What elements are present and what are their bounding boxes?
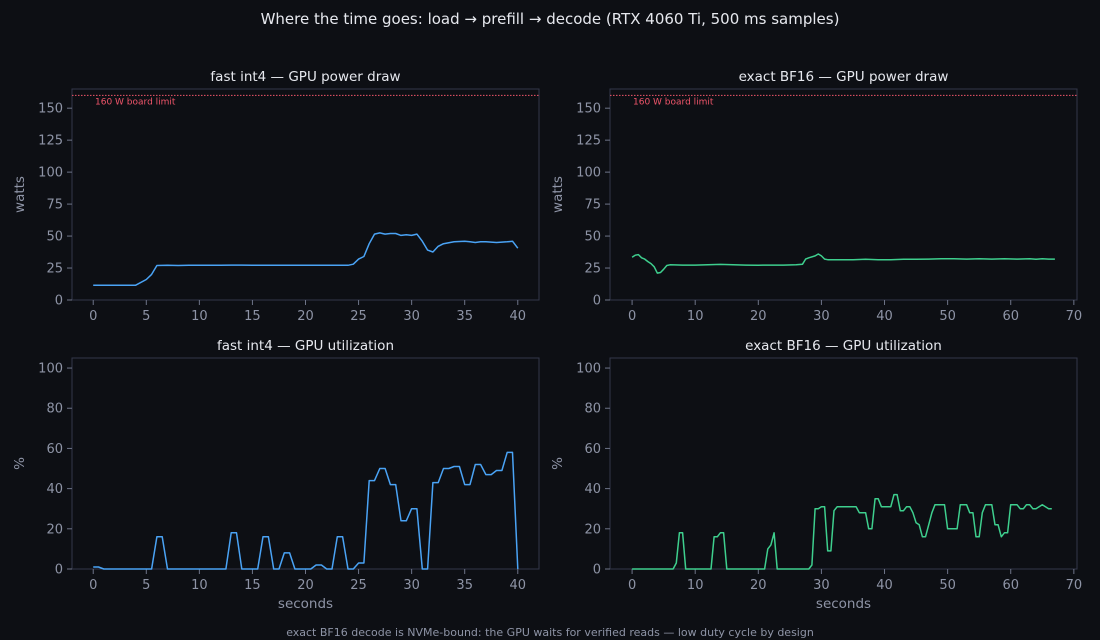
- int4-power-x-tick-label: 20: [297, 309, 314, 324]
- bf16-power-y-tick-label: 125: [576, 134, 601, 149]
- bf16-power-board-limit-label: 160 W board limit: [633, 97, 714, 107]
- bf16-util-x-tick-label: 0: [628, 578, 636, 593]
- bf16-util-x-tick-label: 60: [1002, 578, 1019, 593]
- int4-util-y-tick-label: 20: [46, 522, 63, 537]
- int4-util-x-tick-label: 5: [142, 578, 150, 593]
- int4-power-y-tick-label: 150: [38, 102, 63, 117]
- bf16-power-x-tick-label: 40: [876, 309, 893, 324]
- int4-util-title: fast int4 — GPU utilization: [217, 338, 394, 354]
- figure-footnote: exact BF16 decode is NVMe-bound: the GPU…: [286, 626, 814, 639]
- bf16-power-x-tick-label: 20: [750, 309, 767, 324]
- int4-power-y-tick-label: 75: [46, 198, 63, 213]
- bf16-power-y-tick-label: 0: [593, 294, 601, 309]
- bf16-power-title: exact BF16 — GPU power draw: [739, 69, 949, 85]
- bf16-power-y-tick-label: 100: [576, 166, 601, 181]
- int4-power-plot-frame: [71, 88, 540, 301]
- int4-power-y-tick-label: 50: [46, 230, 63, 245]
- bf16-util-y-tick-label: 60: [584, 442, 601, 457]
- bf16-util-x-axis-label: seconds: [816, 596, 871, 612]
- bf16-power-y-tick-label: 75: [584, 198, 601, 213]
- int4-util-y-tick-label: 0: [55, 563, 63, 578]
- int4-util-x-axis-label: seconds: [278, 596, 333, 612]
- int4-util-x-tick-label: 0: [89, 578, 97, 593]
- int4-power-y-tick-label: 25: [46, 262, 63, 277]
- int4-power-x-tick-label: 35: [456, 309, 473, 324]
- bf16-power-x-tick-label: 70: [1066, 309, 1083, 324]
- bf16-util-panel: exact BF16 — GPU utilization 0 10 20 30 40 50 6…: [550, 338, 1082, 612]
- int4-util-y-tick-label: 100: [38, 362, 63, 377]
- bf16-power-y-tick-label: 25: [584, 262, 601, 277]
- int4-util-y-axis-label: %: [12, 457, 28, 470]
- panels: fast int4 — GPU power draw 0 5 10 15 20 25 30 35…: [12, 69, 1082, 612]
- bf16-power-panel: exact BF16 — GPU power draw 0 10 20 30 40 50 60…: [550, 69, 1082, 324]
- int4-power-x-tick-label: 10: [191, 309, 208, 324]
- bf16-util-series-line: [632, 493, 1052, 570]
- int4-util-x-tick-label: 15: [244, 578, 261, 593]
- bf16-util-x-tick-label: 40: [876, 578, 893, 593]
- int4-power-y-tick-label: 0: [55, 294, 63, 309]
- int4-power-y-axis-label: watts: [12, 176, 28, 213]
- int4-util-plot-frame: [71, 357, 540, 570]
- figure-title: Where the time goes: load → prefill → de…: [261, 10, 840, 28]
- int4-power-x-tick-label: 40: [509, 309, 526, 324]
- int4-util-x-tick-label: 40: [509, 578, 526, 593]
- int4-power-x-tick-label: 5: [142, 309, 150, 324]
- bf16-power-y-tick-label: 50: [584, 230, 601, 245]
- int4-power-title: fast int4 — GPU power draw: [210, 69, 400, 85]
- int4-power-y-tick-label: 125: [38, 134, 63, 149]
- bf16-util-y-tick-label: 20: [584, 522, 601, 537]
- int4-util-y-tick-label: 60: [46, 442, 63, 457]
- bf16-power-series-line: [631, 253, 1055, 274]
- bf16-util-x-tick-label: 70: [1066, 578, 1083, 593]
- int4-power-panel: fast int4 — GPU power draw 0 5 10 15 20 25 30 35…: [12, 69, 540, 324]
- int4-util-series-line: [93, 451, 519, 570]
- bf16-util-x-tick-label: 20: [750, 578, 767, 593]
- int4-util-y-tick-label: 40: [46, 482, 63, 497]
- bf16-util-y-tick-label: 80: [584, 402, 601, 417]
- bf16-util-x-tick-label: 30: [813, 578, 830, 593]
- bf16-util-y-tick-label: 100: [576, 362, 601, 377]
- bf16-power-x-tick-label: 10: [687, 309, 704, 324]
- int4-util-x-tick-label: 20: [297, 578, 314, 593]
- bf16-util-x-tick-label: 10: [687, 578, 704, 593]
- bf16-power-plot-frame: [609, 88, 1078, 301]
- int4-util-x-tick-label: 10: [191, 578, 208, 593]
- bf16-util-y-axis-label: %: [550, 457, 566, 470]
- bf16-power-y-tick-label: 150: [576, 102, 601, 117]
- bf16-power-y-axis-label: watts: [550, 176, 566, 213]
- bf16-util-y-tick-label: 0: [593, 563, 601, 578]
- int4-power-series-line: [93, 232, 519, 287]
- bf16-util-plot-frame: [609, 357, 1078, 570]
- int4-util-x-tick-label: 30: [403, 578, 420, 593]
- int4-util-panel: fast int4 — GPU utilization 0 5 10 15 20 25 30 3…: [12, 338, 540, 612]
- bf16-util-title: exact BF16 — GPU utilization: [745, 338, 942, 354]
- int4-power-x-tick-label: 15: [244, 309, 261, 324]
- int4-power-x-tick-label: 0: [89, 309, 97, 324]
- bf16-power-x-tick-label: 0: [628, 309, 636, 324]
- bf16-power-x-tick-label: 50: [939, 309, 956, 324]
- int4-power-y-tick-label: 100: [38, 166, 63, 181]
- int4-util-x-tick-label: 25: [350, 578, 367, 593]
- bf16-util-y-tick-label: 40: [584, 482, 601, 497]
- int4-power-x-tick-label: 25: [350, 309, 367, 324]
- int4-power-board-limit-label: 160 W board limit: [95, 97, 176, 107]
- bf16-util-x-tick-label: 50: [939, 578, 956, 593]
- int4-util-x-tick-label: 35: [456, 578, 473, 593]
- int4-power-x-tick-label: 30: [403, 309, 420, 324]
- bf16-power-x-tick-label: 60: [1002, 309, 1019, 324]
- int4-util-y-tick-label: 80: [46, 402, 63, 417]
- bf16-power-x-tick-label: 30: [813, 309, 830, 324]
